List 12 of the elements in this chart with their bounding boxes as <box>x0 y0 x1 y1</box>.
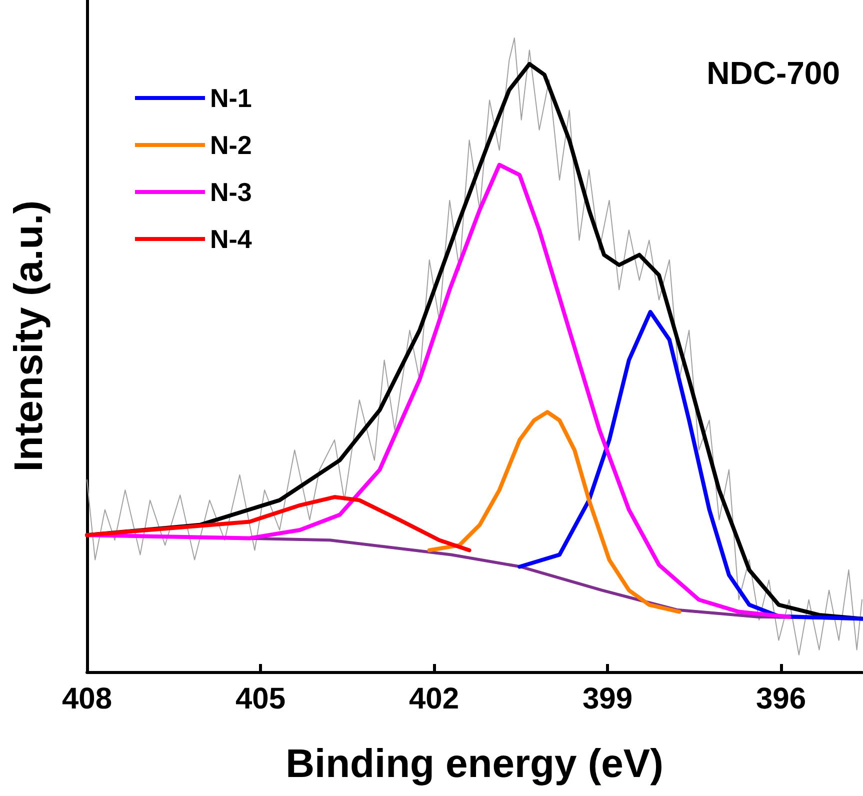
x-tick-label: 408 <box>62 682 112 716</box>
legend-label: N-2 <box>210 130 252 160</box>
x-tick-label: 396 <box>756 682 806 716</box>
annotation: NDC-700 <box>706 55 840 91</box>
legend-label: N-4 <box>210 224 252 254</box>
x-tick-label: 405 <box>235 682 286 716</box>
x-axis-title: Binding energy (eV) <box>286 742 664 786</box>
legend-label: N-1 <box>210 83 252 113</box>
legend-label: N-3 <box>210 177 252 207</box>
x-tick-label: 399 <box>582 682 633 716</box>
x-tick-label: 402 <box>408 682 460 716</box>
y-axis-title: Intensity (a.u.) <box>7 200 51 472</box>
